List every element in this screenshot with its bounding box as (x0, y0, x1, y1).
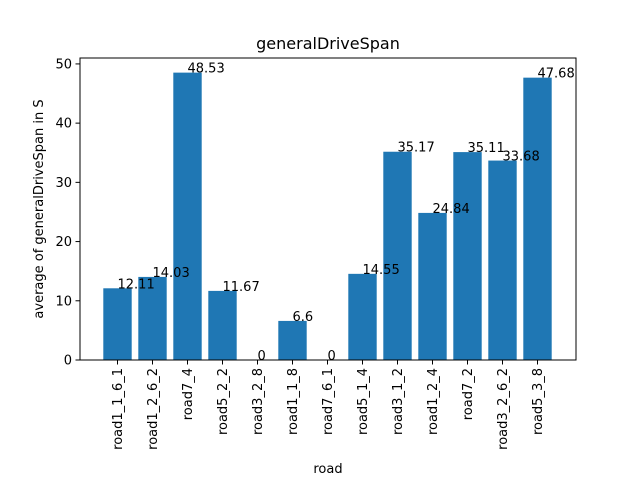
y-axis: 0 10 20 30 40 50 (55, 57, 80, 369)
x-tick-label: road5_2_2 (216, 368, 231, 435)
data-label: 24.84 (433, 202, 470, 217)
data-label: 35.11 (468, 141, 505, 156)
chart-title: generalDriveSpan (256, 34, 400, 53)
data-label: 0 (258, 349, 266, 364)
data-label: 47.68 (538, 67, 575, 82)
bars-group (103, 72, 552, 360)
y-tick-label: 20 (55, 235, 72, 250)
x-tick-label: road5_3_8 (531, 368, 546, 435)
bar (488, 160, 517, 360)
data-label: 11.67 (223, 280, 260, 295)
bar (278, 320, 307, 360)
bar (348, 273, 377, 360)
x-tick-label: road7_6_1 (321, 368, 336, 435)
data-label: 12.11 (118, 277, 155, 292)
bar (103, 288, 132, 360)
data-label: 0 (328, 349, 336, 364)
plot-frame (79, 57, 577, 361)
y-axis-label: average of generalDriveSpan in S (32, 99, 47, 318)
bar (208, 290, 237, 360)
bar (523, 77, 552, 360)
data-label: 33.68 (503, 150, 540, 165)
x-tick-label: road1_2_4 (426, 368, 441, 435)
bar (418, 212, 447, 360)
data-label: 48.53 (188, 62, 225, 77)
data-label: 6.6 (293, 310, 314, 325)
bar (453, 152, 482, 360)
bar (138, 276, 167, 360)
y-tick-label: 0 (64, 354, 72, 369)
x-tick-label: road5_1_4 (356, 368, 371, 435)
x-tick-label: road1_1_8 (286, 368, 301, 435)
y-tick-label: 50 (55, 57, 72, 72)
x-tick-label: road1_2_6_2 (146, 368, 161, 450)
x-tick-label: road1_1_6_1 (111, 368, 126, 450)
bar (173, 72, 202, 360)
y-tick-label: 10 (55, 294, 72, 309)
data-label: 14.03 (153, 266, 190, 281)
data-label: 14.55 (363, 263, 400, 278)
x-tick-label: road7_2 (461, 368, 476, 420)
x-tick-label: road7_4 (181, 368, 196, 420)
x-tick-label: road3_2_6_2 (496, 368, 511, 450)
x-axis-label: road (313, 462, 342, 477)
data-label: 35.17 (398, 141, 435, 156)
x-tick-label: road3_1_2 (391, 368, 406, 435)
x-axis: road1_1_6_1 road1_2_6_2 road7_4 road5_2_2 ro… (111, 360, 546, 450)
y-tick-label: 40 (55, 117, 72, 132)
x-tick-label: road3_2_8 (251, 368, 266, 435)
bar (383, 151, 412, 360)
y-tick-label: 30 (55, 176, 72, 191)
